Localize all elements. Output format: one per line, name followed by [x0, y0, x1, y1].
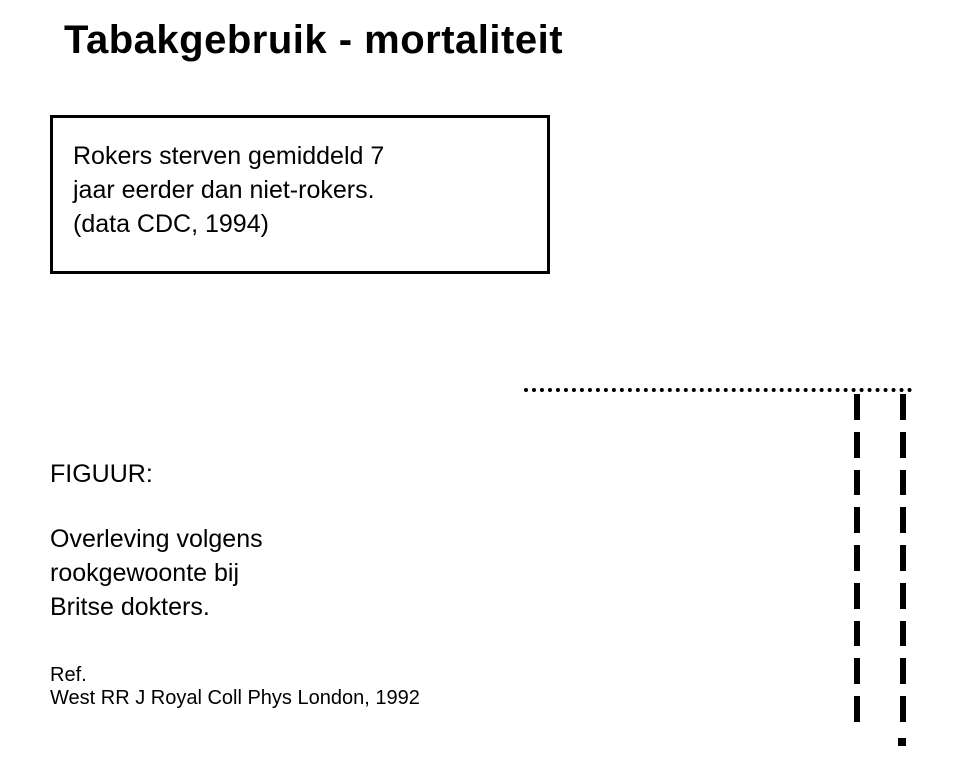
fact-box: Rokers sterven gemiddeld 7 jaar eerder d…	[50, 115, 550, 274]
fact-line-1: Rokers sterven gemiddeld 7	[73, 140, 527, 174]
chart-bar-segment	[900, 696, 906, 722]
chart-placeholder	[524, 388, 912, 738]
chart-bar-segment	[854, 658, 860, 684]
chart-bar-segment	[854, 696, 860, 722]
chart-bar-segment	[900, 583, 906, 609]
chart-bar-segment	[854, 621, 860, 647]
chart-bar-segment	[854, 583, 860, 609]
chart-dotted-line	[524, 388, 912, 392]
reference-label: Ref.	[50, 664, 450, 687]
chart-bar-segment	[900, 432, 906, 458]
figure-text-block: FIGUUR: Overleving volgens rookgewoonte …	[50, 460, 450, 710]
figure-caption-line-3: Britse dokters.	[50, 591, 450, 625]
chart-column-2	[900, 394, 906, 734]
chart-bar-segment	[854, 507, 860, 533]
chart-bar-segment	[854, 545, 860, 571]
chart-bar-segment	[854, 394, 860, 420]
chart-bar-segment	[900, 507, 906, 533]
fact-line-3: (data CDC, 1994)	[73, 208, 527, 242]
fact-line-2: jaar eerder dan niet-rokers.	[73, 174, 527, 208]
chart-corner-dot	[898, 738, 906, 746]
reference-text: West RR J Royal Coll Phys London, 1992	[50, 687, 450, 710]
slide-page: Tabakgebruik - mortaliteit Rokers sterve…	[0, 0, 960, 764]
chart-bar-segment	[900, 621, 906, 647]
figure-caption-line-2: rookgewoonte bij	[50, 557, 450, 591]
chart-bar-segment	[854, 432, 860, 458]
chart-bar-segment	[900, 394, 906, 420]
chart-bar-segment	[900, 545, 906, 571]
chart-bar-segment	[900, 470, 906, 496]
chart-column-1	[854, 394, 860, 734]
chart-bar-segment	[900, 658, 906, 684]
chart-bar-segment	[854, 470, 860, 496]
figure-caption: Overleving volgens rookgewoonte bij Brit…	[50, 523, 450, 624]
figure-caption-line-1: Overleving volgens	[50, 523, 450, 557]
figure-label: FIGUUR:	[50, 460, 450, 489]
page-title: Tabakgebruik - mortaliteit	[64, 18, 910, 63]
